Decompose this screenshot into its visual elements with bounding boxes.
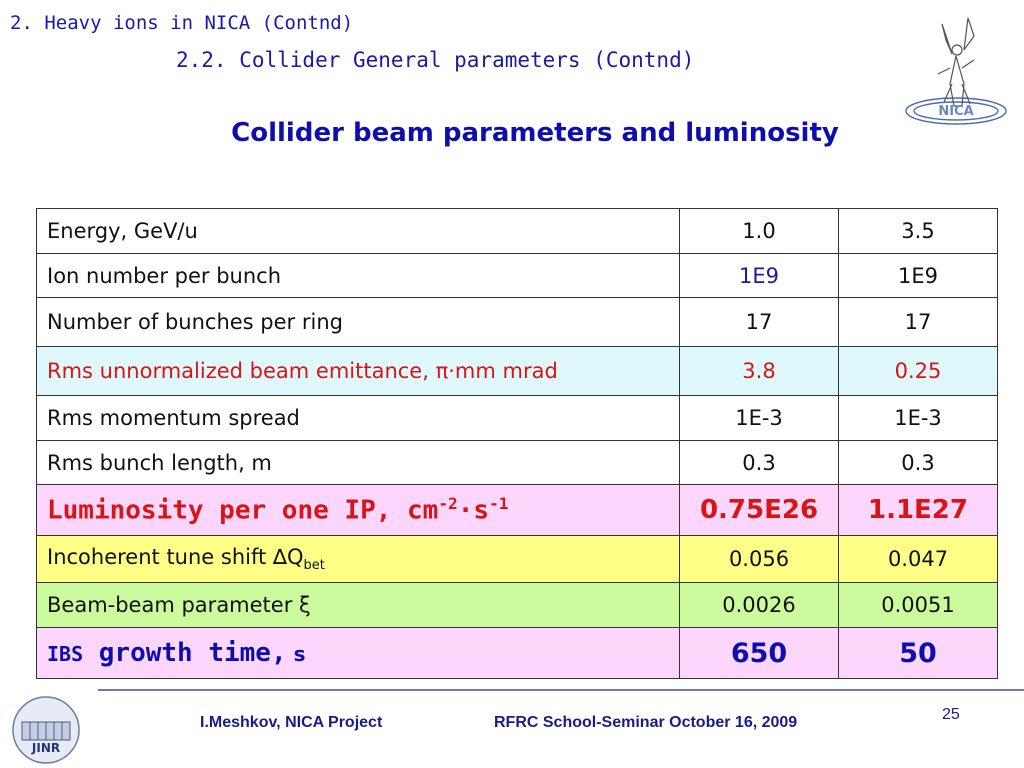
label-text: growth time, [83, 638, 287, 668]
value-cell: 0.056 [679, 535, 839, 583]
row-label: Number of bunches per ring [36, 297, 680, 347]
value-cell: 0.047 [838, 535, 998, 583]
nica-angel-logo: NICA [905, 17, 1007, 125]
subscript: bet [303, 558, 325, 574]
row-label: Luminosity per one IP, cm-2·s-1 [36, 484, 680, 536]
footer-divider [98, 689, 1024, 691]
label-suffix: ·mm mrad [448, 359, 558, 383]
table-row: Number of bunches per ring 17 17 [36, 297, 998, 347]
jinr-logo-text: JINR [31, 741, 60, 755]
label-text: Rms unnormalized beam emittance, [47, 359, 436, 383]
footer-author: I.Meshkov, NICA Project [200, 714, 383, 731]
row-label: Rms bunch length, m [36, 440, 680, 485]
row-label: Incoherent tune shift ∆Qbet [36, 535, 680, 583]
value-cell: 1E-3 [838, 395, 998, 441]
row-label: Beam-beam parameter ξ [36, 582, 680, 628]
page-number: 25 [942, 706, 960, 723]
table-row: IBS growth time, s 650 50 [36, 627, 998, 679]
row-label: Rms unnormalized beam emittance, π·mm mr… [36, 346, 680, 396]
xi-symbol: ξ [299, 593, 311, 617]
section-heading: 2. Heavy ions in NICA (Contnd) [10, 12, 354, 34]
subsection-heading: 2.2. Collider General parameters (Contnd… [176, 48, 695, 72]
table-row: Luminosity per one IP, cm-2·s-1 0.75E26 … [36, 484, 998, 536]
value-cell: 0.3 [679, 440, 839, 485]
unit-label: s [286, 642, 306, 666]
q-symbol: Q [286, 544, 304, 569]
row-label: Ion number per bunch [36, 253, 680, 298]
label-text: Beam-beam parameter [47, 593, 300, 617]
label-mid: ·s [457, 495, 490, 526]
value-cell: 1E9 [679, 253, 839, 298]
ibs-label: IBS [47, 642, 84, 666]
exponent: -1 [489, 494, 509, 514]
jinr-logo: JINR [12, 696, 80, 764]
delta-symbol: ∆ [272, 544, 287, 569]
nica-logo-text: NICA [938, 104, 973, 119]
value-cell: 1.0 [679, 208, 839, 254]
value-cell: 50 [838, 627, 998, 679]
value-cell: 3.8 [679, 346, 839, 396]
value-cell: 3.5 [838, 208, 998, 254]
table-row: Energy, GeV/u 1.0 3.5 [36, 208, 998, 254]
table-row: Beam-beam parameter ξ 0.0026 0.0051 [36, 582, 998, 628]
table-row: Rms unnormalized beam emittance, π·mm mr… [36, 346, 998, 396]
value-cell: 17 [838, 297, 998, 347]
row-label: IBS growth time, s [36, 627, 680, 679]
value-cell: 0.25 [838, 346, 998, 396]
table-row: Rms bunch length, m 0.3 0.3 [36, 440, 998, 485]
value-cell: 650 [679, 627, 839, 679]
value-cell: 0.3 [838, 440, 998, 485]
value-cell: 1E-3 [679, 395, 839, 441]
value-cell: 0.0051 [838, 582, 998, 628]
pi-symbol: π [435, 359, 449, 383]
row-label: Energy, GeV/u [36, 208, 680, 254]
value-cell: 1.1E27 [838, 484, 998, 536]
exponent: -2 [438, 494, 458, 514]
parameters-table: Energy, GeV/u 1.0 3.5 Ion number per bun… [36, 208, 998, 679]
label-text: Incoherent tune shift [47, 544, 273, 569]
value-cell: 1E9 [838, 253, 998, 298]
table-row: Ion number per bunch 1E9 1E9 [36, 253, 998, 298]
footer-event: RFRC School-Seminar October 16, 2009 [494, 714, 798, 731]
table-row: Incoherent tune shift ∆Qbet 0.056 0.047 [36, 535, 998, 583]
table-row: Rms momentum spread 1E-3 1E-3 [36, 395, 998, 441]
value-cell: 0.75E26 [679, 484, 839, 536]
row-label: Rms momentum spread [36, 395, 680, 441]
value-cell: 0.0026 [679, 582, 839, 628]
label-text: Luminosity per one IP, cm [47, 495, 439, 526]
value-cell: 17 [679, 297, 839, 347]
slide-title: Collider beam parameters and luminosity [231, 118, 839, 148]
